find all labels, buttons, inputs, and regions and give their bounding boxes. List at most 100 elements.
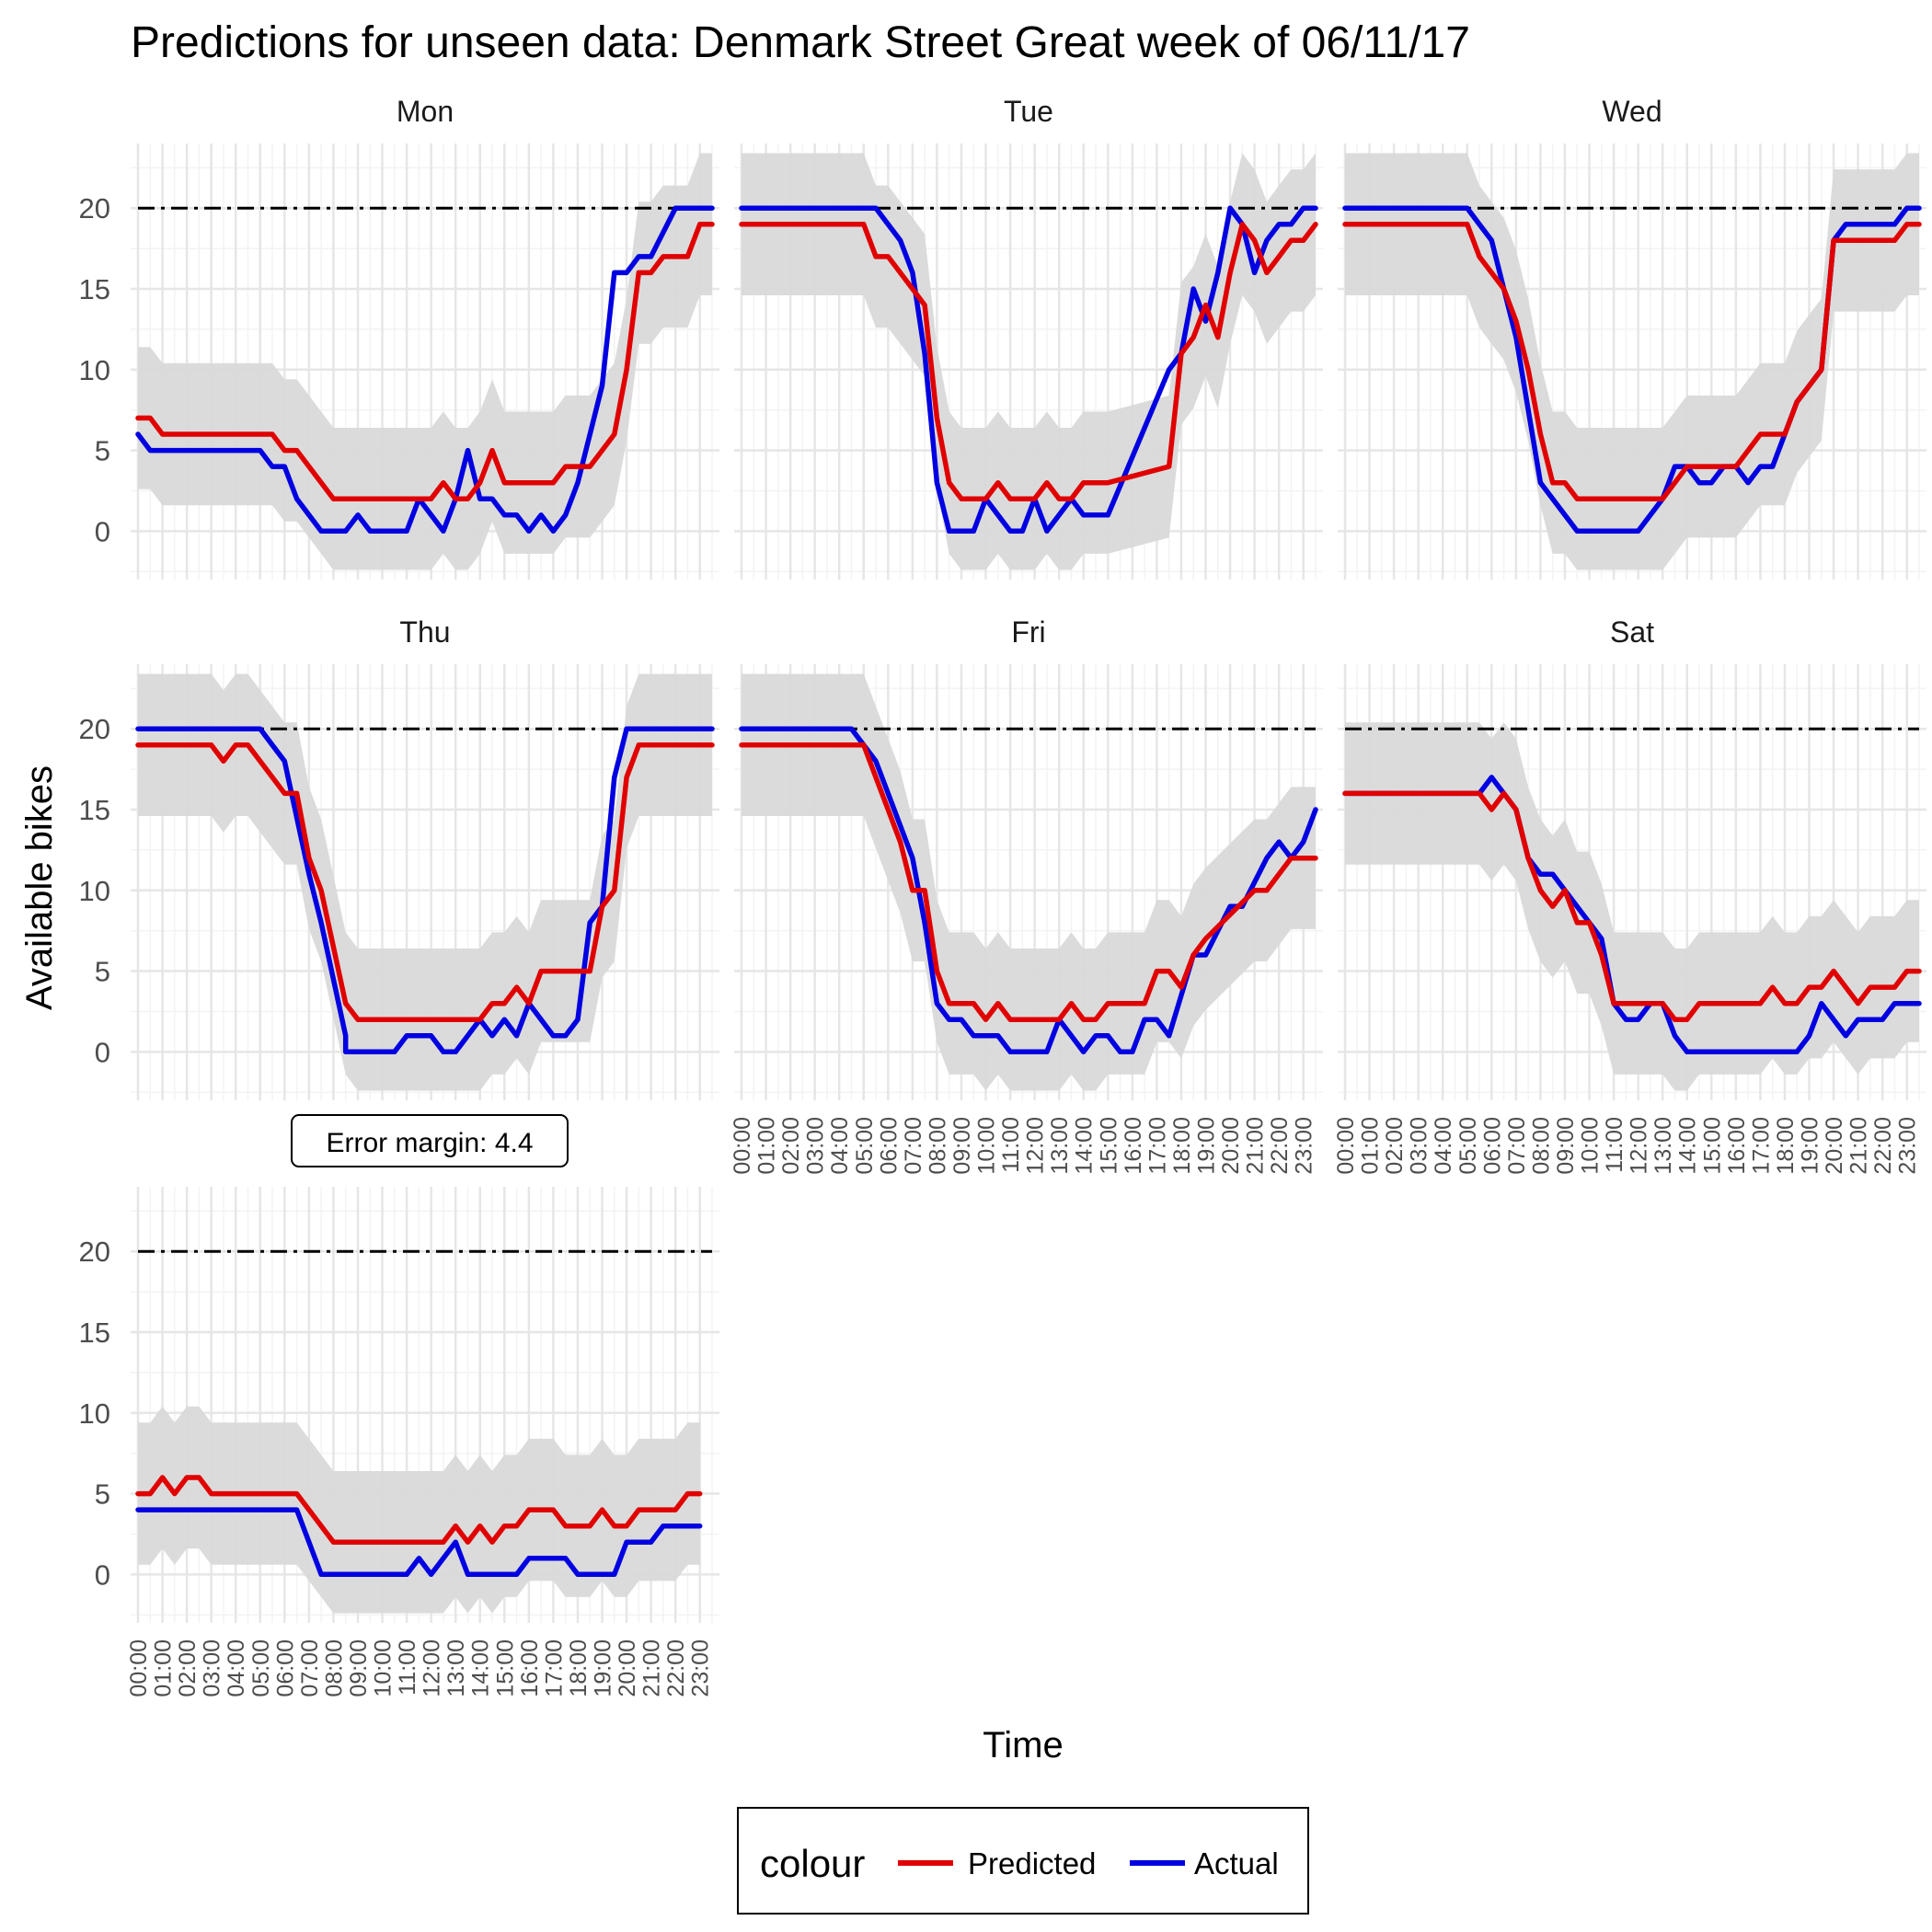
y-tick-label: 10 (79, 354, 110, 386)
x-tick-label: 11:00 (998, 1117, 1024, 1173)
series-line-predicted (1342, 790, 1922, 1022)
x-tick-label: 12:00 (420, 1639, 445, 1697)
x-tick-label: 13:00 (443, 1639, 469, 1697)
x-tick-label: 09:00 (949, 1117, 975, 1175)
x-tick-label: 22:00 (1267, 1117, 1293, 1175)
x-tick-label: 08:00 (321, 1639, 347, 1697)
x-tick-label: 15:00 (1699, 1117, 1725, 1175)
x-tick-label: 20:00 (615, 1639, 640, 1697)
x-tick-label: 19:00 (1798, 1117, 1823, 1175)
x-tick-label: 00:00 (126, 1639, 152, 1697)
x-tick-label: 16:00 (1121, 1117, 1146, 1175)
x-tick-label: 13:00 (1047, 1117, 1073, 1175)
x-tick-label: 02:00 (1382, 1117, 1408, 1175)
x-tick-label: 06:00 (272, 1639, 298, 1697)
x-tick-label: 07:00 (901, 1117, 926, 1175)
x-tick-label: 00:00 (730, 1117, 755, 1175)
x-tick-label: 21:00 (639, 1639, 665, 1697)
x-tick-label: 16:00 (517, 1639, 543, 1697)
error-band (138, 1406, 700, 1614)
x-tick-label: 14:00 (1675, 1117, 1701, 1175)
x-tick-label: 18:00 (1169, 1117, 1195, 1175)
x-tick-label: 09:00 (346, 1639, 372, 1697)
x-tick-label: 09:00 (1553, 1117, 1579, 1175)
x-tick-label: 15:00 (492, 1639, 518, 1697)
legend: colour Predicted Actual (737, 1807, 1309, 1915)
x-tick-label: 08:00 (1528, 1117, 1554, 1175)
x-tick-label: 01:00 (1358, 1117, 1384, 1175)
y-tick-label: 15 (79, 794, 110, 826)
series-line-predicted (135, 1475, 703, 1545)
series-line-predicted (135, 742, 715, 1022)
x-tick-label: 01:00 (151, 1639, 177, 1697)
panel-thu: Thu 0 5 10 15 20 (79, 615, 719, 1100)
panel-strip-label: Thu (399, 615, 450, 649)
panel-wed: Wed (1338, 95, 1926, 580)
y-tick-label: 5 (95, 956, 110, 988)
x-tick-label: 01:00 (754, 1117, 780, 1175)
x-tick-label: 07:00 (297, 1639, 323, 1697)
x-tick-label: 19:00 (591, 1639, 616, 1697)
panel-strip-label: Tue (1004, 95, 1053, 128)
y-tick-label: 0 (95, 1558, 110, 1591)
x-tick-label: 08:00 (925, 1117, 950, 1175)
y-tick-label: 0 (95, 1036, 110, 1068)
panel-sun: Sun0510152000:0001:0002:0003:0004:0005:0… (79, 1114, 719, 1697)
x-tick-label: 02:00 (175, 1639, 201, 1697)
x-tick-label: 16:00 (1724, 1117, 1750, 1175)
legend-box (737, 1807, 1309, 1915)
x-tick-label: 10:00 (974, 1117, 1000, 1175)
legend-label-predicted: Predicted (968, 1846, 1096, 1880)
x-tick-label: 21:00 (1846, 1117, 1872, 1175)
chart-title: Predictions for unseen data: Denmark Str… (131, 18, 1470, 67)
x-tick-label: 20:00 (1822, 1117, 1847, 1175)
x-tick-label: 17:00 (541, 1639, 567, 1697)
x-tick-label: 11:00 (395, 1639, 420, 1696)
x-tick-label: 14:00 (1072, 1117, 1098, 1175)
x-tick-label: 14:00 (468, 1639, 494, 1697)
y-tick-label: 5 (95, 435, 110, 467)
y-tick-label: 20 (79, 713, 110, 745)
x-tick-label: 05:00 (852, 1117, 878, 1175)
panel-fri: Fri 00:0001:0002:0003:0004:0005:0006:0007… (730, 615, 1323, 1175)
x-tick-label: 23:00 (1292, 1117, 1317, 1175)
error-band (138, 673, 712, 1091)
x-tick-label: 23:00 (688, 1639, 714, 1697)
y-tick-label: 10 (79, 1397, 110, 1430)
y-tick-label: 5 (95, 1478, 110, 1511)
x-tick-label: 04:00 (1431, 1117, 1456, 1175)
x-tick-label: 12:00 (1023, 1117, 1049, 1175)
x-tick-label: 02:00 (778, 1117, 804, 1175)
x-axis-label: Time (983, 1725, 1063, 1765)
x-tick-label: 23:00 (1895, 1117, 1921, 1175)
x-tick-label: 06:00 (876, 1117, 902, 1175)
y-tick-label: 0 (95, 515, 110, 547)
legend-title: colour (760, 1842, 865, 1885)
x-tick-label: 17:00 (1748, 1117, 1774, 1175)
x-tick-label: 03:00 (803, 1117, 829, 1175)
x-tick-label: 05:00 (1455, 1117, 1481, 1175)
annotation-text: Error margin: 4.4 (326, 1128, 533, 1158)
y-tick-label: 20 (79, 1236, 110, 1268)
series-line-actual (135, 205, 715, 535)
panel-tue: Tue (734, 95, 1323, 580)
x-tick-label: 07:00 (1504, 1117, 1530, 1175)
x-tick-label: 03:00 (200, 1639, 225, 1697)
x-tick-label: 22:00 (1870, 1117, 1896, 1175)
series-line-predicted (1342, 222, 1922, 501)
panel-mon: Mon 0 5 10 15 20 (79, 95, 719, 580)
panel-strip-label: Sat (1610, 615, 1654, 649)
x-tick-label: 10:00 (1578, 1117, 1604, 1175)
x-tick-label: 15:00 (1096, 1117, 1121, 1175)
x-tick-label: 19:00 (1194, 1117, 1220, 1175)
x-tick-label: 06:00 (1479, 1117, 1505, 1175)
error-band (1345, 153, 1919, 570)
y-tick-label: 10 (79, 875, 110, 907)
y-tick-label: 15 (79, 1317, 110, 1349)
x-tick-label: 18:00 (566, 1639, 592, 1697)
error-band (742, 673, 1316, 1091)
x-tick-label: 22:00 (663, 1639, 689, 1697)
panel-strip-label: Wed (1602, 95, 1662, 128)
